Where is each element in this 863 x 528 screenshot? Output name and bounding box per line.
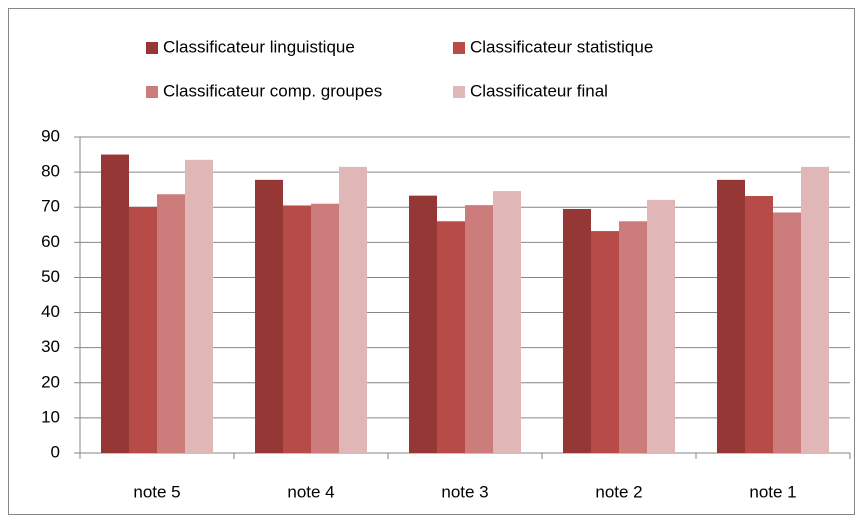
y-tick-label: 20 xyxy=(41,372,60,391)
bar xyxy=(717,179,745,453)
legend-swatch xyxy=(146,86,158,98)
y-tick-label: 90 xyxy=(41,126,60,145)
x-tick-label: note 4 xyxy=(287,482,334,501)
bar xyxy=(591,231,619,453)
bar xyxy=(465,205,493,453)
bar xyxy=(745,195,773,453)
y-tick-label: 70 xyxy=(41,197,60,216)
x-tick-label: note 5 xyxy=(133,482,180,501)
bar xyxy=(801,166,829,453)
bar xyxy=(101,154,129,454)
legend-swatch xyxy=(146,42,158,54)
bar xyxy=(619,221,647,453)
bar xyxy=(339,166,367,453)
bar xyxy=(493,191,521,453)
bar xyxy=(563,208,591,453)
y-tick-label: 60 xyxy=(41,232,60,251)
legend-swatch xyxy=(453,86,465,98)
legend-label: Classificateur statistique xyxy=(470,37,653,56)
y-tick-label: 0 xyxy=(51,442,60,461)
bar xyxy=(437,221,465,453)
y-tick-label: 30 xyxy=(41,337,60,356)
bar xyxy=(255,179,283,453)
bar xyxy=(409,195,437,453)
bar xyxy=(129,206,157,453)
x-tick-label: note 3 xyxy=(441,482,488,501)
bar xyxy=(311,203,339,453)
y-tick-label: 50 xyxy=(41,267,60,286)
bar xyxy=(647,199,675,453)
y-tick-label: 80 xyxy=(41,162,60,181)
legend-label: Classificateur comp. groupes xyxy=(163,81,382,100)
bar xyxy=(283,205,311,453)
y-tick-label: 10 xyxy=(41,407,60,426)
bar xyxy=(773,212,801,453)
x-tick-label: note 2 xyxy=(595,482,642,501)
legend-swatch xyxy=(453,42,465,54)
x-tick-label: note 1 xyxy=(749,482,796,501)
bar xyxy=(185,159,213,454)
y-tick-label: 40 xyxy=(41,302,60,321)
bar xyxy=(157,194,185,453)
legend-label: Classificateur final xyxy=(470,81,608,100)
legend-label: Classificateur linguistique xyxy=(163,37,355,56)
